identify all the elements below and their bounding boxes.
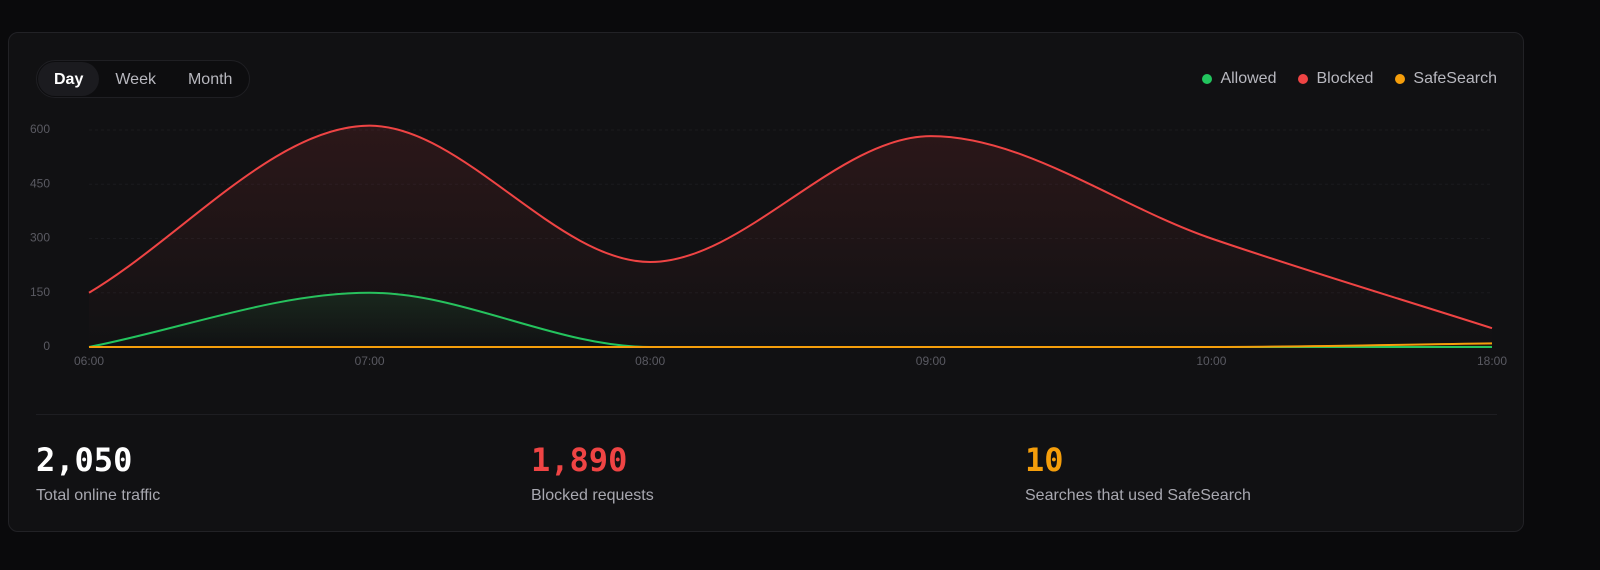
x-tick-label: 07:00 — [355, 354, 385, 368]
stat-value: 10 — [1025, 441, 1064, 479]
stat: 2,050 Total online traffic — [36, 441, 160, 505]
x-tick-label: 08:00 — [635, 354, 665, 368]
legend: Allowed Blocked SafeSearch — [1202, 70, 1497, 88]
legend-dot — [1202, 74, 1213, 84]
tab[interactable]: Day — [38, 62, 100, 96]
stat: 10 Searches that used SafeSearch — [1025, 441, 1251, 505]
legend-item[interactable]: SafeSearch — [1395, 70, 1497, 88]
legend-dot — [1395, 74, 1406, 84]
legend-label: SafeSearch — [1413, 70, 1497, 87]
stat-value: 2,050 — [36, 441, 133, 479]
stat-caption: Total online traffic — [36, 487, 161, 504]
x-tick-label: 10:00 — [1196, 354, 1226, 368]
series-area — [89, 125, 1492, 347]
legend-item[interactable]: Allowed — [1202, 70, 1276, 88]
y-tick-label: 600 — [30, 122, 50, 136]
tab[interactable]: Month — [187, 71, 233, 88]
series-line — [88, 124, 1493, 330]
legend-dot — [1298, 74, 1309, 84]
y-tick-label: 450 — [30, 176, 50, 190]
x-tick-label: 06:00 — [74, 354, 104, 368]
tab[interactable]: Week — [115, 71, 156, 88]
y-tick-label: 150 — [30, 285, 50, 299]
divider — [36, 414, 1497, 415]
series-line — [88, 342, 1493, 349]
range-tabs: Day Week Month — [36, 60, 251, 98]
stat-value: 1,890 — [531, 441, 628, 479]
y-tick-label: 0 — [43, 339, 50, 353]
y-tick-label: 300 — [30, 231, 50, 245]
legend-label: Blocked — [1316, 70, 1374, 87]
x-tick-label: 18:00 — [1477, 354, 1507, 368]
legend-label: Allowed — [1220, 70, 1277, 87]
x-tick-label: 09:00 — [916, 354, 946, 368]
stat-caption: Blocked requests — [531, 487, 654, 504]
stat: 1,890 Blocked requests — [531, 441, 654, 505]
legend-item[interactable]: Blocked — [1298, 70, 1373, 88]
series-area — [89, 343, 1492, 347]
stat-caption: Searches that used SafeSearch — [1025, 487, 1251, 504]
